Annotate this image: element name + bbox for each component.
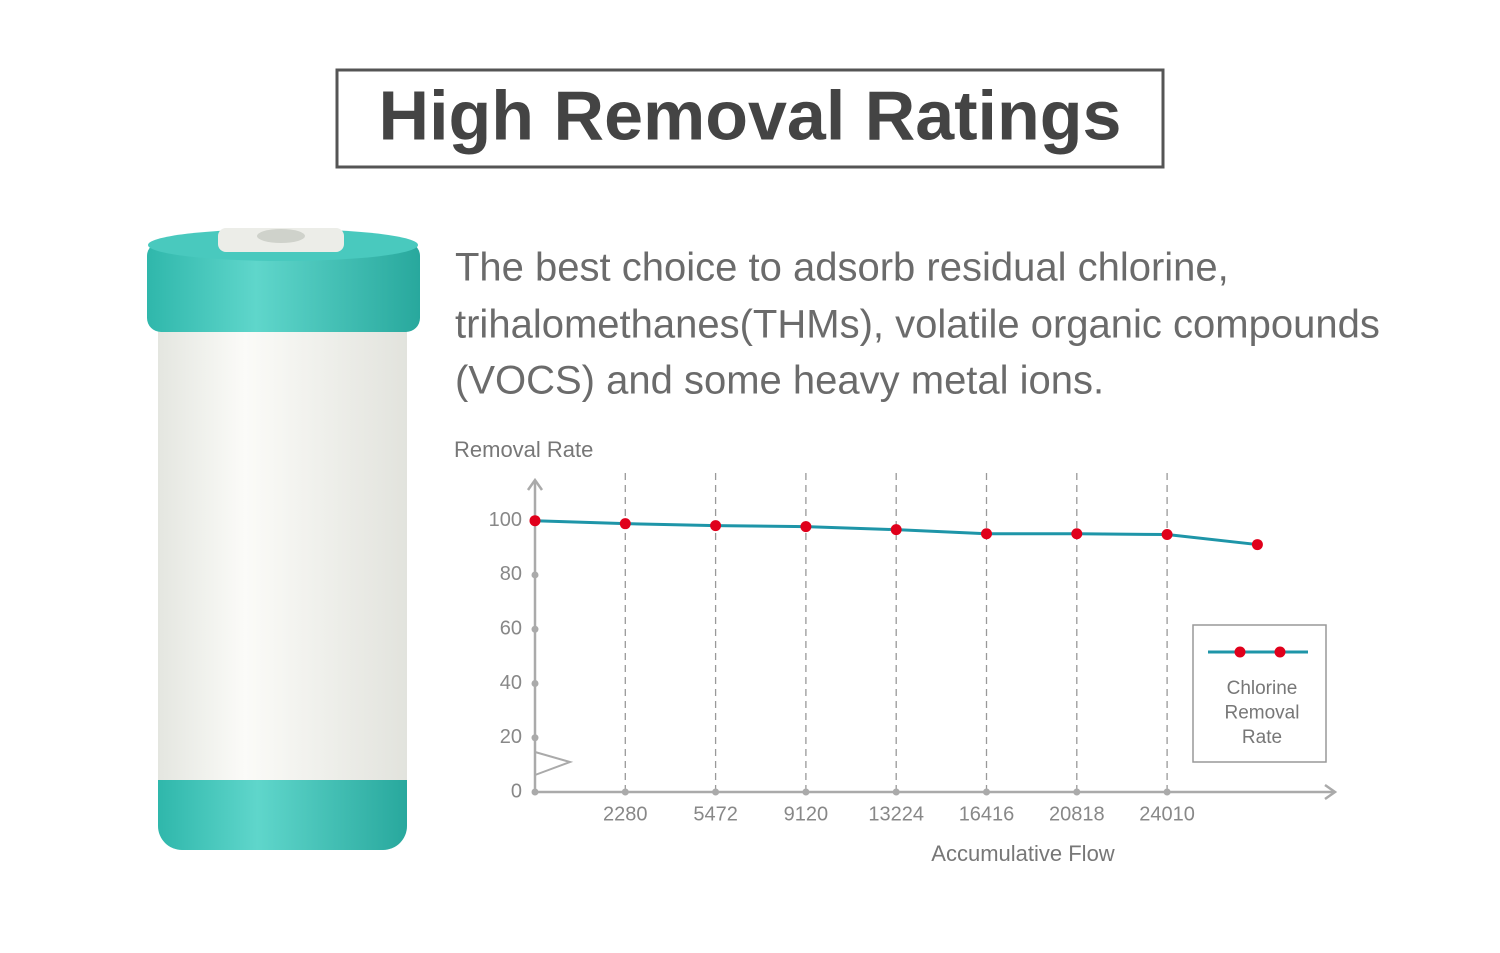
y-tick [531, 734, 539, 742]
y-tick-label: 0 [511, 780, 522, 802]
x-tick-label: 20818 [1049, 803, 1105, 825]
y-tick-label: 100 [489, 509, 522, 531]
data-point [710, 520, 722, 532]
title-box [335, 68, 1165, 169]
cartridge-cap [147, 242, 420, 332]
data-point [1251, 539, 1263, 551]
cap-hole [257, 229, 305, 243]
description-line: trihalomethanes(THMs), volatile organic … [455, 303, 1380, 347]
x-axis-arrow [1324, 783, 1338, 801]
y-tick [531, 625, 539, 633]
x-tick-label: 13224 [868, 803, 924, 825]
y-tick-label: 20 [500, 726, 522, 748]
legend-marker [1274, 646, 1286, 658]
cartridge-body [158, 310, 407, 780]
y-axis-arrow [526, 477, 544, 491]
legend-marker [1234, 646, 1246, 658]
y-tick-label: 40 [500, 672, 522, 694]
y-tick-label: 80 [500, 563, 522, 585]
x-tick [1163, 788, 1171, 796]
data-point [529, 515, 541, 527]
data-point [619, 518, 631, 530]
x-axis-label: Accumulative Flow [931, 841, 1115, 866]
data-point [1071, 528, 1083, 540]
y-tick [531, 788, 539, 796]
x-tick [621, 788, 629, 796]
x-tick-label: 5472 [693, 803, 738, 825]
y-tick [531, 571, 539, 579]
legend-box [1192, 624, 1327, 763]
data-point [800, 521, 812, 533]
y-axis-label: Removal Rate [454, 437, 593, 462]
x-tick [712, 788, 720, 796]
x-tick-label: 2280 [603, 803, 648, 825]
x-tick [1073, 788, 1081, 796]
filter-cartridge [147, 228, 420, 850]
legend-label: Chlorine Removal Rate [1225, 678, 1300, 748]
data-point [981, 528, 992, 540]
y-tick [531, 679, 539, 687]
x-tick [892, 788, 900, 796]
data-point [890, 524, 902, 536]
x-tick [802, 788, 810, 796]
x-tick [983, 788, 990, 796]
x-tick-label: 9120 [784, 803, 829, 825]
chart: Removal Rate Accumulative Flow 0 20 40 60 80 10… [454, 437, 1338, 866]
description-line: The best choice to adsorb residual chlor… [455, 246, 1229, 290]
title: High Removal Ratings [379, 76, 1122, 154]
axis-break [534, 751, 574, 776]
description-line: (VOCS) and some heavy metal ions. [455, 359, 1104, 403]
data-point [1161, 529, 1173, 541]
x-tick-label: 24010 [1139, 803, 1195, 825]
x-tick-label: 16416 [959, 803, 1015, 825]
y-tick-label: 60 [500, 617, 522, 639]
